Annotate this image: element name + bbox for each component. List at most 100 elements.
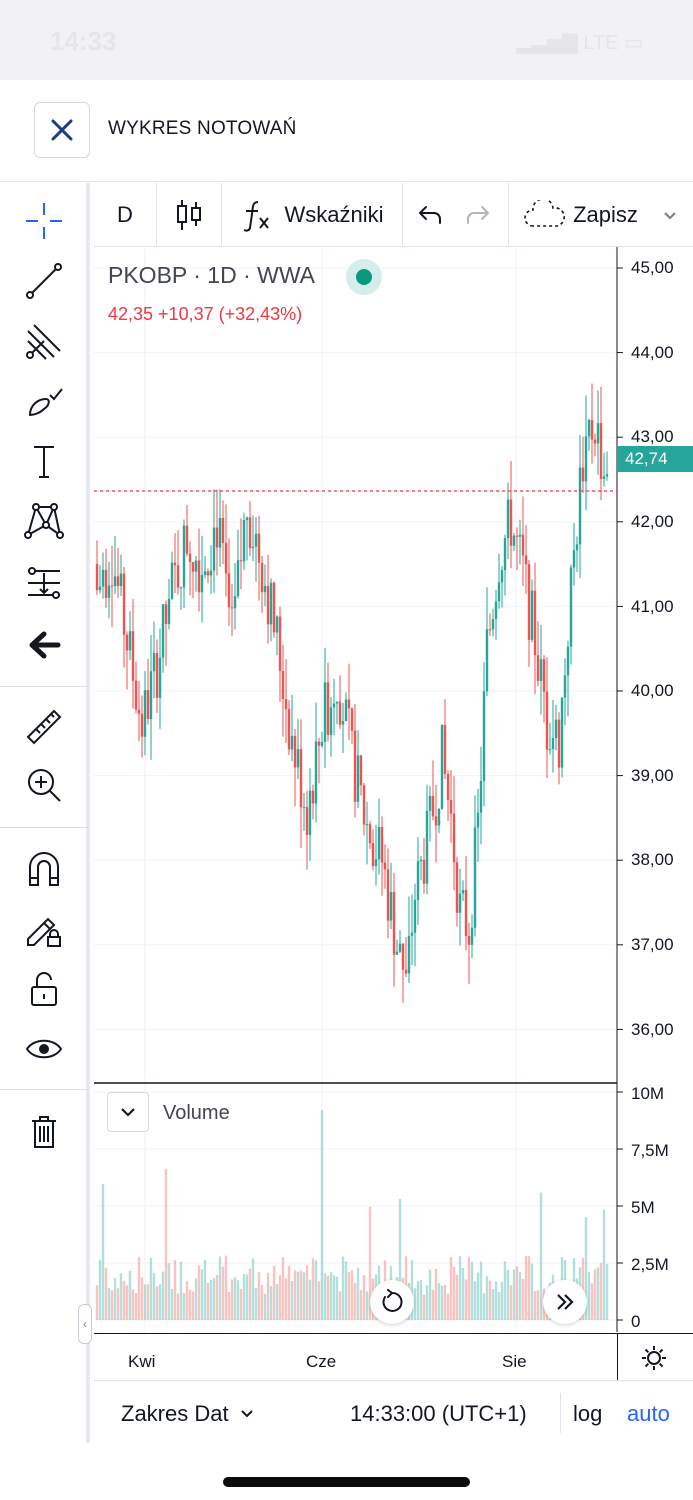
prediction-tool-button[interactable]: [18, 557, 70, 609]
candle-body: [593, 439, 597, 444]
candle-body: [98, 586, 102, 591]
candle-body: [488, 629, 492, 631]
remove-drawings-button[interactable]: [18, 1105, 70, 1157]
chart-settings-button[interactable]: [640, 1344, 668, 1377]
candle-body: [485, 629, 489, 692]
toolbar-divider: [221, 183, 222, 247]
volume-bar: [446, 1293, 450, 1320]
undo-button[interactable]: [408, 183, 452, 247]
candle-body: [221, 517, 225, 544]
trend-line-tool-button[interactable]: [18, 255, 70, 307]
lock-drawings-button[interactable]: [18, 903, 70, 955]
candle-body: [233, 596, 237, 609]
volume-bar: [605, 1263, 609, 1320]
volume-bar: [470, 1261, 474, 1320]
candle-body: [575, 544, 579, 551]
volume-bar: [428, 1269, 432, 1320]
candle-body: [599, 423, 603, 479]
settings-icon: [642, 1346, 666, 1370]
unlock-button[interactable]: [18, 963, 70, 1015]
volume-bar: [254, 1287, 258, 1320]
collapse-toolbar-button[interactable]: [18, 619, 70, 671]
candle-body: [167, 598, 171, 624]
time-tick-label: Kwi: [128, 1352, 156, 1371]
zoom-in-tool-button[interactable]: [18, 759, 70, 811]
auto-scale-toggle[interactable]: auto: [627, 1401, 670, 1426]
crosshair-tool-button[interactable]: [18, 195, 70, 247]
interval-button[interactable]: D: [94, 183, 156, 247]
volume-bar: [338, 1291, 342, 1320]
legend-values: 42,35 +10,37 (+32,43%): [108, 304, 303, 324]
save-button[interactable]: Zapisz: [510, 183, 693, 247]
volume-bar: [161, 1271, 165, 1320]
candle-body: [428, 795, 432, 811]
volume-bar: [122, 1280, 126, 1320]
close-icon: [51, 119, 73, 141]
volume-bar: [269, 1286, 273, 1320]
volume-bar: [107, 1287, 111, 1320]
volume-bar: [200, 1269, 204, 1320]
candle-body: [206, 571, 210, 576]
indicators-button[interactable]: Wskaźniki: [222, 183, 402, 247]
legend-symbol[interactable]: PKOBP · 1D · WWA: [108, 262, 316, 288]
candle-body: [227, 573, 231, 608]
status-time: 14:33: [50, 26, 117, 56]
candle-body: [101, 569, 105, 587]
brush-tool-button[interactable]: [18, 375, 70, 427]
time-axis[interactable]: Kwi Cze Sie: [94, 1333, 693, 1380]
candle-body: [497, 582, 501, 602]
candle-body: [131, 631, 135, 681]
redo-button[interactable]: [456, 183, 500, 247]
indicators-label: Wskaźniki: [284, 202, 384, 227]
volume-bar: [113, 1278, 117, 1320]
chevron-down-icon: [664, 212, 676, 220]
volume-bar: [320, 1110, 324, 1320]
date-range-button[interactable]: Zakres Dat: [121, 1401, 255, 1427]
volume-bar: [503, 1261, 507, 1320]
candle-body: [404, 969, 408, 974]
price-chart[interactable]: [94, 247, 693, 1332]
reset-chart-button[interactable]: [370, 1280, 414, 1324]
volume-bar: [233, 1277, 237, 1320]
candle-body: [530, 590, 534, 640]
close-button[interactable]: [34, 102, 90, 158]
candle-body: [284, 699, 288, 710]
log-scale-toggle[interactable]: log: [573, 1401, 603, 1426]
volume-bar: [413, 1288, 417, 1320]
timezone-button[interactable]: 14:33:00 (UTC+1): [350, 1401, 527, 1426]
candle-body: [104, 569, 108, 598]
undo-icon: [419, 206, 441, 224]
candle-body: [119, 573, 123, 587]
candle-body: [569, 567, 573, 647]
volume-collapse-button[interactable]: [107, 1092, 149, 1132]
market-status-indicator[interactable]: [346, 259, 382, 295]
status-network: ▂▃▅▇ LTE ▭: [516, 30, 643, 55]
time-tick-label: Cze: [306, 1352, 337, 1371]
volume-bar: [449, 1257, 453, 1320]
volume-tick-label: 10M: [631, 1084, 665, 1103]
volume-bar: [368, 1206, 372, 1320]
candle-body: [323, 682, 327, 742]
volume-bar: [101, 1183, 105, 1320]
pattern-tool-button[interactable]: [18, 495, 70, 547]
eye-icon: [25, 1039, 63, 1059]
chart-type-button[interactable]: [157, 183, 221, 247]
volume-bar: [365, 1291, 369, 1320]
volume-bar: [599, 1263, 603, 1320]
volume-bar: [497, 1292, 501, 1320]
pitchfork-tool-button[interactable]: [18, 315, 70, 367]
candle-body: [230, 607, 234, 609]
scroll-to-realtime-button[interactable]: [543, 1280, 587, 1324]
text-tool-button[interactable]: [18, 435, 70, 487]
visibility-button[interactable]: [18, 1023, 70, 1075]
candle-body: [503, 538, 507, 571]
volume-bar: [314, 1260, 318, 1320]
volume-tick-label: 0: [631, 1312, 641, 1331]
expand-toolbar-handle[interactable]: ‹: [78, 1304, 92, 1344]
text-icon: [34, 446, 54, 478]
volume-bar: [95, 1285, 99, 1320]
volume-bar: [488, 1280, 492, 1320]
magnet-tool-button[interactable]: [18, 843, 70, 895]
ruler-tool-button[interactable]: [18, 701, 70, 753]
volume-bar: [179, 1261, 183, 1320]
